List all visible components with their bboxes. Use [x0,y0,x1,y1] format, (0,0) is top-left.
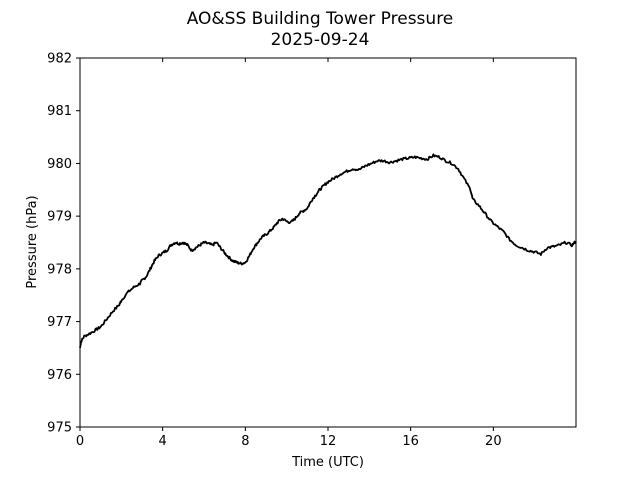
y-tick-label: 980 [47,157,72,172]
y-tick-label: 978 [47,262,72,277]
x-tick-label: 0 [76,434,84,449]
x-axis-ticks: 0 4 8 12 16 20 [76,58,502,449]
x-tick-label: 20 [485,434,502,449]
chart-title: AO&SS Building Tower Pressure [187,9,454,29]
y-tick-label: 979 [47,210,72,225]
x-axis-label: Time (UTC) [291,455,364,470]
y-tick-label: 977 [47,315,72,330]
x-tick-label: 16 [402,434,419,449]
y-axis-ticks: 975 976 977 978 979 980 981 982 [47,52,80,436]
x-tick-label: 8 [241,434,249,449]
x-tick-label: 4 [159,434,167,449]
plot-frame [79,57,577,428]
y-tick-label: 981 [47,104,72,119]
y-tick-label: 975 [47,421,72,436]
y-tick-label: 976 [47,368,72,383]
series-line [79,153,577,349]
y-axis-label: Pressure (hPa) [25,195,40,288]
chart-subtitle: 2025-09-24 [271,30,370,50]
y-tick-label: 982 [47,52,72,67]
x-tick-label: 12 [320,434,337,449]
